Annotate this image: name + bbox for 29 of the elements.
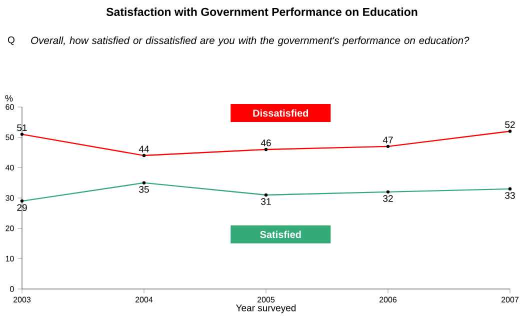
x-tick-label: 2006 (380, 296, 397, 302)
text: Satisfied (260, 230, 301, 238)
data-label: 29 (17, 204, 27, 211)
y-tick-label: 50 (6, 134, 14, 140)
x-axis-title: Year surveyed (236, 304, 296, 314)
y-tick-label: 30 (6, 195, 14, 201)
y-tick-label: 60 (6, 104, 14, 110)
x-tick-label: 2003 (14, 296, 31, 302)
data-label: 44 (138, 146, 149, 152)
y-tick-label: 20 (6, 226, 14, 232)
y-axis-title: % (5, 95, 13, 102)
text: Q (8, 36, 14, 45)
x-tick-label: 2004 (136, 296, 153, 302)
x-tick-label: 2007 (502, 296, 518, 302)
data-label: 46 (260, 140, 271, 146)
chart-title: Satisfaction with Government Performance on Education (106, 8, 418, 16)
chart-subtitle: Overall, how satisfied or dissatisfied are you with the government's performance on education? (31, 36, 470, 46)
data-label: 52 (505, 121, 515, 128)
data-label: 47 (382, 136, 393, 144)
data-label: 31 (261, 198, 271, 205)
text: Dissatisfied (253, 109, 308, 117)
data-label: 33 (505, 192, 515, 199)
data-label: 35 (139, 186, 149, 193)
x-tick-label: 2005 (258, 296, 275, 302)
y-tick-label: 0 (10, 286, 14, 292)
data-label: 32 (383, 195, 393, 202)
data-label: 51 (17, 124, 27, 132)
y-tick-label: 10 (6, 256, 14, 262)
y-tick-label: 40 (5, 164, 14, 170)
